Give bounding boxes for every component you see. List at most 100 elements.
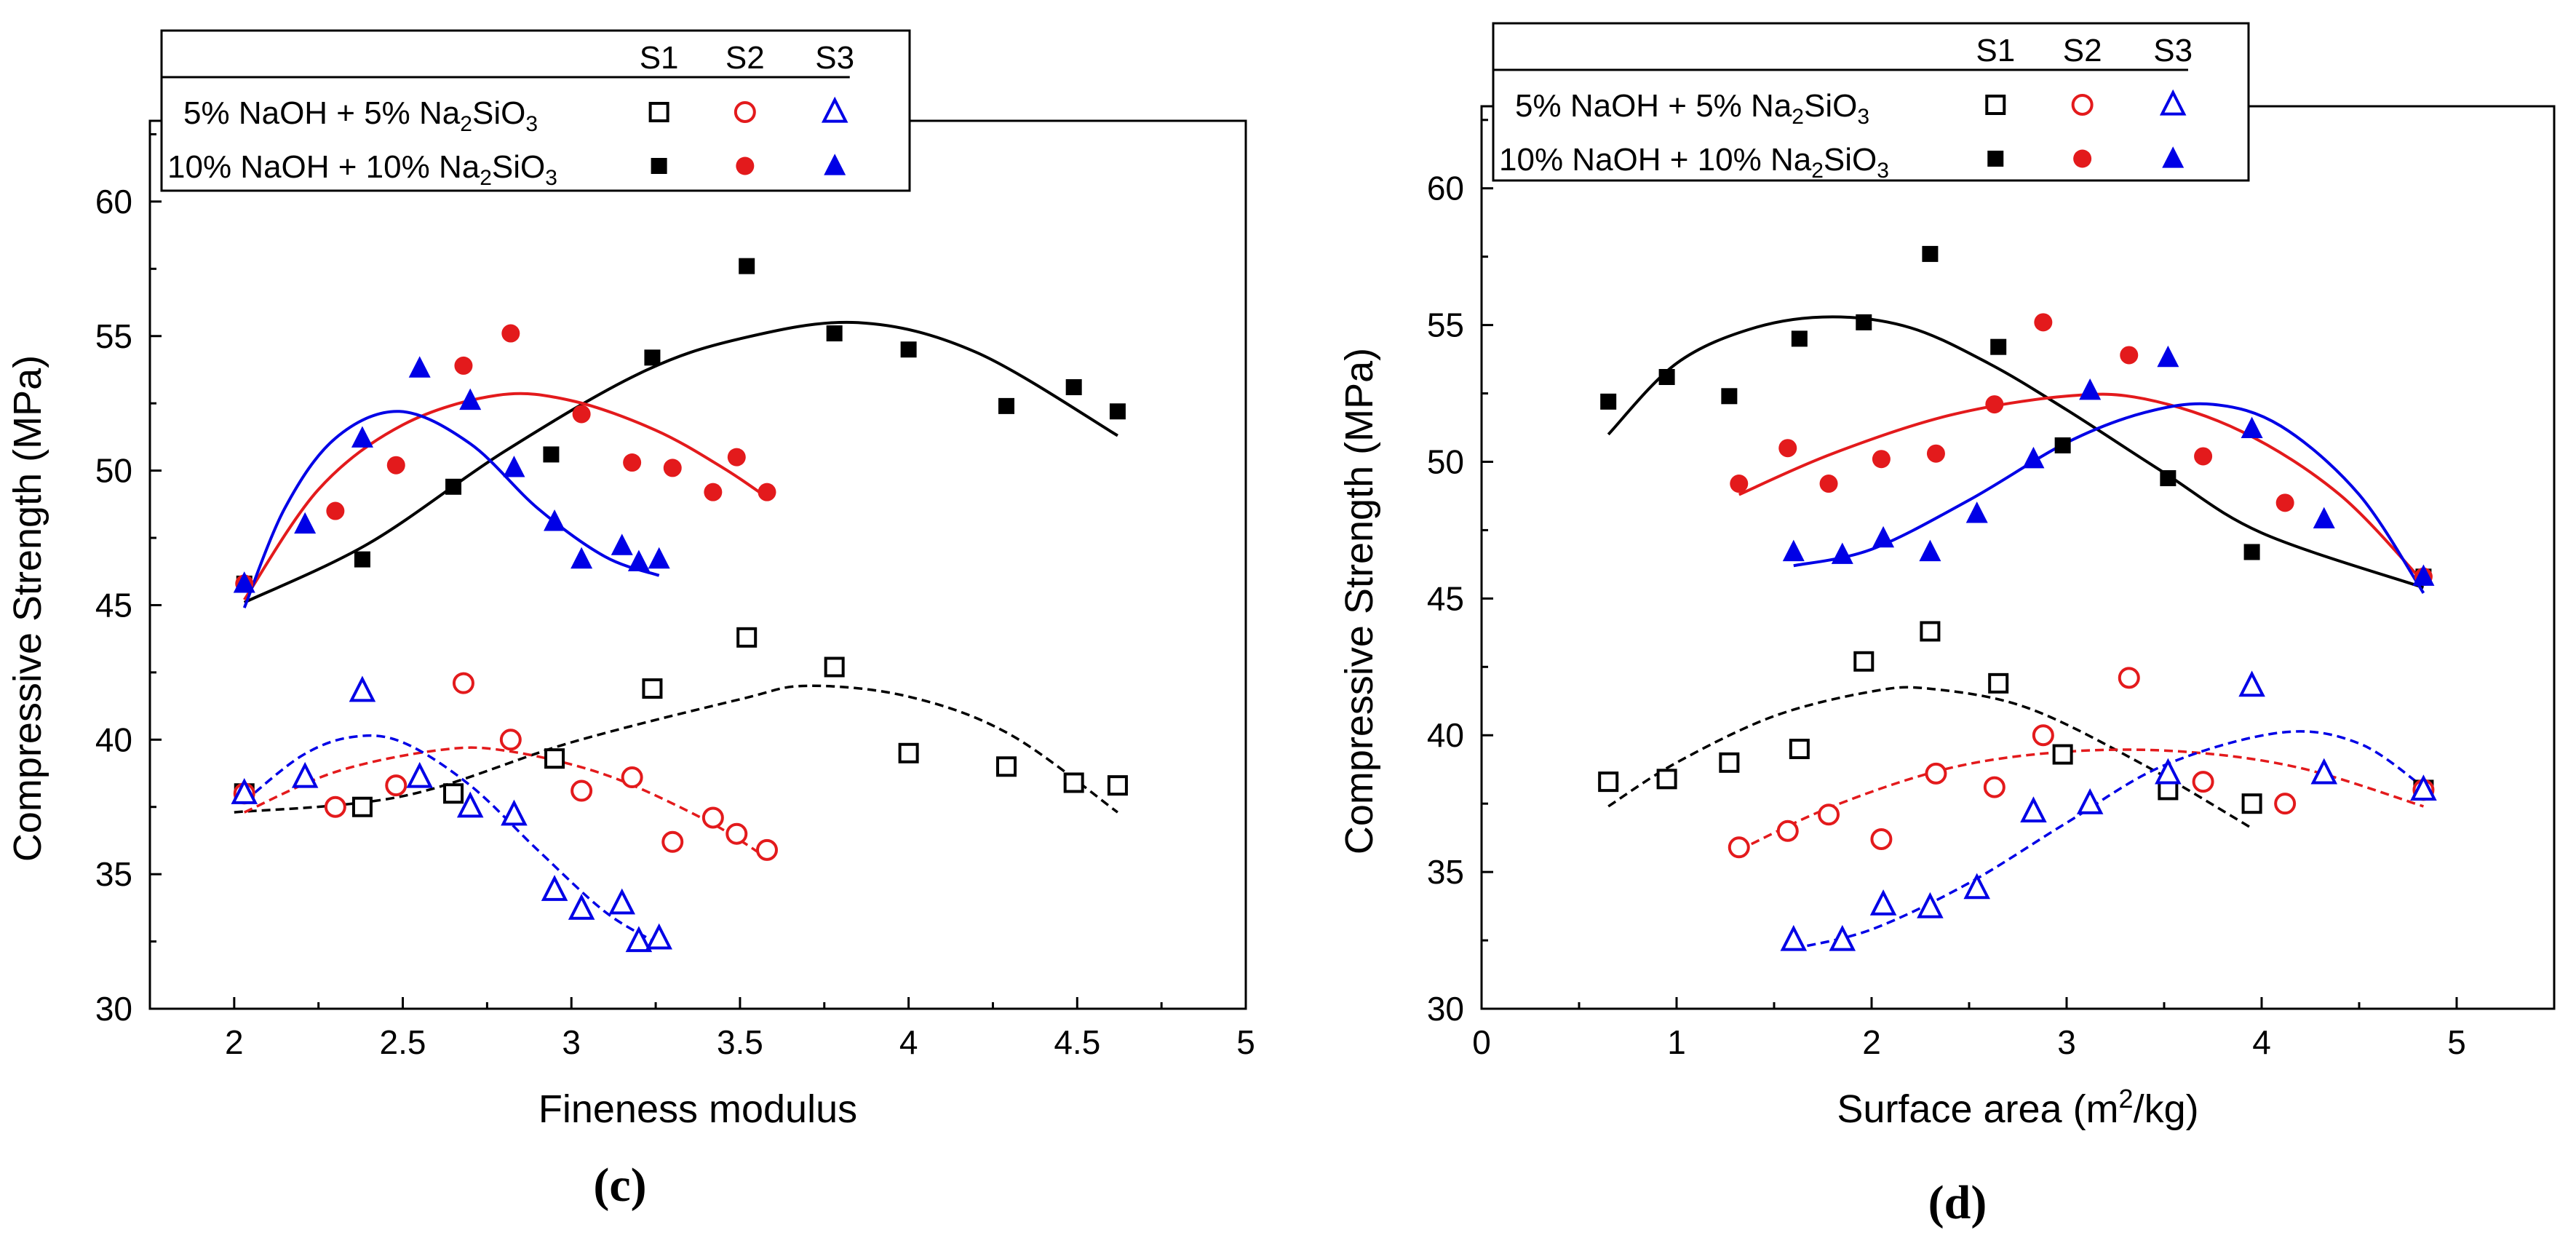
legend-marker-s1 [651,158,667,174]
data-point [2160,470,2177,487]
legend-box [160,29,911,192]
data-point [349,675,376,702]
data-point [755,838,778,861]
y-tick-label: 40 [95,721,132,758]
fit-curve-s3-5-fit [243,734,660,945]
data-point [501,799,528,826]
x-tick-label: 4 [899,1023,918,1061]
data-point [1856,314,1872,330]
x-tick-label: 3 [2057,1023,2076,1061]
data-point [406,761,433,788]
data-point [324,795,346,818]
data-point [294,512,317,534]
legend-text: 10% NaOH + 10% Na [167,149,480,185]
legend-column-s3: S3 [815,40,854,76]
data-point [571,547,593,569]
data-point [1776,820,1799,842]
fit-curve-s3-10-fit [242,410,660,608]
data-point [627,549,650,571]
data-point [2054,437,2071,453]
data-point [544,748,565,769]
plot-frame [1480,105,2556,1010]
data-point [1600,393,1617,410]
data-point [2275,493,2294,512]
data-point [898,742,919,763]
legend-marker-s3 [2159,89,2187,116]
y-axis-label: Compressive Strength (MPa) [1337,348,1381,854]
x-axis-label-text: Fineness modulus [538,1087,857,1131]
data-point [1721,388,1738,405]
legend-marker-s3 [821,96,848,123]
data-point [456,791,484,818]
data-point [1819,475,1838,493]
legend-marker-s2 [2071,94,2094,116]
legend-marker-s3 [2162,146,2185,168]
data-point [454,356,473,375]
data-point [1988,672,2009,694]
data-point [1791,330,1808,347]
series-s2-5- [1728,667,2435,859]
data-point [623,453,642,472]
data-point [1983,776,2005,798]
data-point [663,459,682,477]
data-point [2155,758,2182,785]
legend-text: SiO [1804,88,1857,124]
data-point [571,779,593,802]
data-point [995,756,1017,777]
y-tick-label: 40 [1427,716,1464,754]
legend-subscript: 2 [460,112,472,136]
data-point [1963,873,1990,900]
legend-marker-s1 [1985,95,2006,115]
x-axis-label: Fineness modulus [538,1087,857,1131]
data-point [1870,828,1893,851]
data-point [1985,395,2004,414]
x-axis-label-tail: /kg) [2134,1087,2199,1131]
data-point [1782,539,1805,562]
panel-label: (d) [1928,1176,1987,1229]
x-tick-label: 3 [562,1023,581,1061]
data-point [1598,771,1619,793]
data-point [543,446,560,463]
data-point [2192,771,2214,793]
data-point [1780,924,1808,951]
legend-subscript: 3 [545,166,557,190]
data-point [385,774,408,797]
data-point [501,324,520,343]
series-s1-10- [236,258,1126,592]
series-s2-10- [235,324,776,593]
x-axis-label-text: Surface area (m [1837,1087,2118,1131]
x-tick-label: 2.5 [380,1023,426,1061]
data-point [351,426,373,448]
data-point [2052,744,2073,765]
data-point [2020,796,2047,823]
data-point [1965,501,1988,523]
legend-row-label: 5% NaOH + 5% Na2SiO3 [1515,88,1869,129]
series-s1-10- [1600,245,2432,585]
y-tick-label: 30 [95,990,132,1028]
data-point [544,509,566,531]
legend-subscript: 2 [480,166,492,190]
fit-curve-s2-5-fit [244,746,768,860]
legend-column-s1: S1 [1976,33,2015,68]
data-point [2118,667,2140,689]
data-point [998,397,1014,414]
y-tick-label: 55 [1427,306,1464,344]
y-tick-label: 35 [1427,853,1464,891]
y-tick-label: 45 [95,586,132,624]
fit-curve-s3-5-fit [1793,730,2425,951]
x-tick-label: 4.5 [1054,1023,1100,1061]
data-point [503,456,525,477]
data-point [572,405,591,424]
data-point [233,571,255,593]
x-tick-label: 3.5 [717,1023,763,1061]
y-tick-label: 60 [95,183,132,221]
data-point [1719,752,1740,773]
legend-row-label: 10% NaOH + 10% Na2SiO3 [167,149,557,190]
series-s3-5- [231,675,672,953]
series-s1-5- [234,627,1128,817]
data-point [824,656,845,678]
legend-marker-s1 [648,102,669,122]
data-point [1656,769,1677,790]
legend-subscript: 3 [525,112,538,136]
